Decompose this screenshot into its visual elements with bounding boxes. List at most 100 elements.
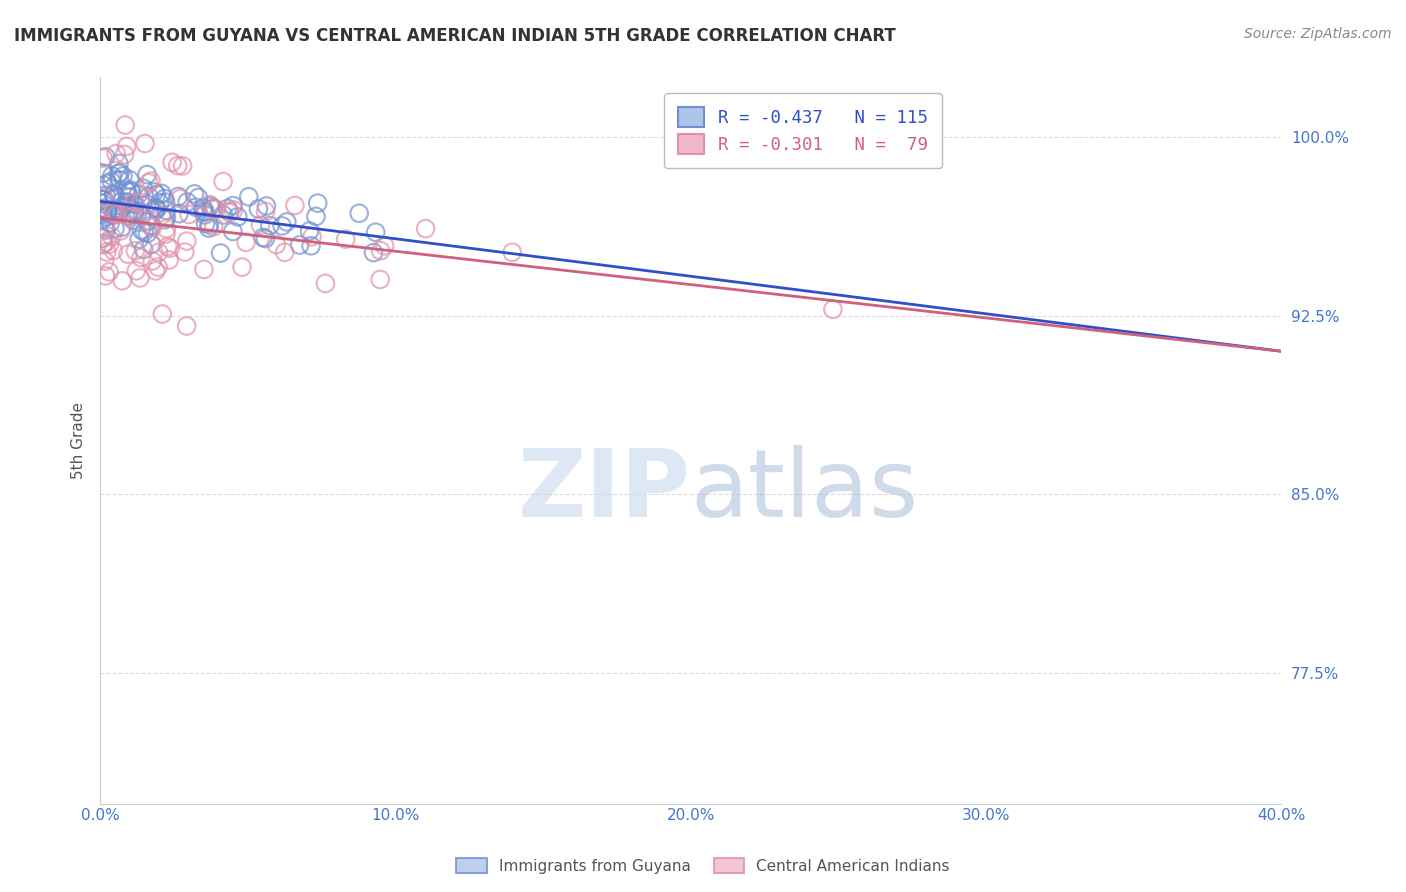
Point <box>143 201 166 215</box>
Point <box>374 239 396 253</box>
Point <box>124 203 146 218</box>
Point <box>94 268 117 283</box>
Point <box>184 200 207 214</box>
Point <box>172 159 194 173</box>
Point <box>101 204 124 219</box>
Point <box>160 155 183 169</box>
Text: IMMIGRANTS FROM GUYANA VS CENTRAL AMERICAN INDIAN 5TH GRADE CORRELATION CHART: IMMIGRANTS FROM GUYANA VS CENTRAL AMERIC… <box>14 27 896 45</box>
Point <box>127 204 149 219</box>
Point <box>105 202 128 216</box>
Point <box>108 173 131 187</box>
Point <box>238 190 260 204</box>
Point <box>209 246 232 260</box>
Point <box>134 136 156 151</box>
Point <box>101 206 124 220</box>
Point <box>176 234 198 248</box>
Point <box>139 214 162 228</box>
Point <box>271 219 294 233</box>
Point <box>198 197 221 211</box>
Point <box>222 203 245 218</box>
Point <box>143 185 166 199</box>
Point <box>284 198 307 212</box>
Y-axis label: 5th Grade: 5th Grade <box>72 402 86 479</box>
Point <box>129 195 152 210</box>
Point <box>197 221 219 235</box>
Point <box>150 209 173 223</box>
Point <box>501 245 523 260</box>
Point <box>194 208 217 222</box>
Point <box>97 203 120 218</box>
Point <box>91 196 114 211</box>
Point <box>138 176 160 190</box>
Point <box>122 213 145 227</box>
Point <box>204 202 226 216</box>
Point <box>104 221 127 235</box>
Point <box>94 188 117 202</box>
Point <box>100 229 122 244</box>
Point <box>347 206 370 220</box>
Point <box>91 231 114 245</box>
Point <box>198 218 221 232</box>
Point <box>226 210 249 224</box>
Point <box>193 262 215 277</box>
Point <box>276 215 298 229</box>
Point <box>415 221 437 235</box>
Point <box>141 254 163 268</box>
Point <box>194 204 217 219</box>
Point <box>138 189 160 203</box>
Point <box>155 221 177 235</box>
Point <box>146 202 169 216</box>
Point <box>97 177 120 191</box>
Point <box>166 159 188 173</box>
Point <box>114 118 136 132</box>
Point <box>131 208 153 222</box>
Point <box>288 238 311 252</box>
Text: ZIP: ZIP <box>517 445 690 537</box>
Point <box>254 231 277 245</box>
Point <box>110 194 132 209</box>
Point <box>159 241 181 255</box>
Point <box>105 146 128 161</box>
Text: Source: ZipAtlas.com: Source: ZipAtlas.com <box>1244 27 1392 41</box>
Point <box>146 260 169 274</box>
Point <box>96 204 118 219</box>
Point <box>98 237 121 252</box>
Point <box>115 183 138 197</box>
Point <box>121 185 143 199</box>
Point <box>314 277 336 291</box>
Point <box>235 235 257 250</box>
Point <box>111 169 134 183</box>
Point <box>117 204 139 219</box>
Point <box>134 225 156 239</box>
Point <box>141 219 163 233</box>
Point <box>155 203 177 218</box>
Point <box>155 211 177 225</box>
Point <box>91 193 114 207</box>
Point <box>124 195 146 210</box>
Point <box>191 201 214 215</box>
Point <box>136 214 159 228</box>
Point <box>93 254 115 268</box>
Point <box>305 210 328 224</box>
Point <box>103 203 125 218</box>
Point <box>259 219 281 233</box>
Point <box>212 174 235 188</box>
Point <box>145 202 167 216</box>
Point <box>187 190 209 204</box>
Point <box>93 193 115 207</box>
Point <box>98 216 121 230</box>
Point <box>202 219 225 234</box>
Point <box>136 168 159 182</box>
Point <box>370 244 392 258</box>
Point <box>91 151 114 165</box>
Point <box>176 318 198 333</box>
Point <box>202 201 225 215</box>
Point <box>115 194 138 209</box>
Point <box>111 200 134 214</box>
Point <box>108 156 131 170</box>
Point <box>204 202 226 216</box>
Point <box>111 274 134 288</box>
Point <box>96 210 118 224</box>
Point <box>91 166 114 180</box>
Point <box>153 212 176 227</box>
